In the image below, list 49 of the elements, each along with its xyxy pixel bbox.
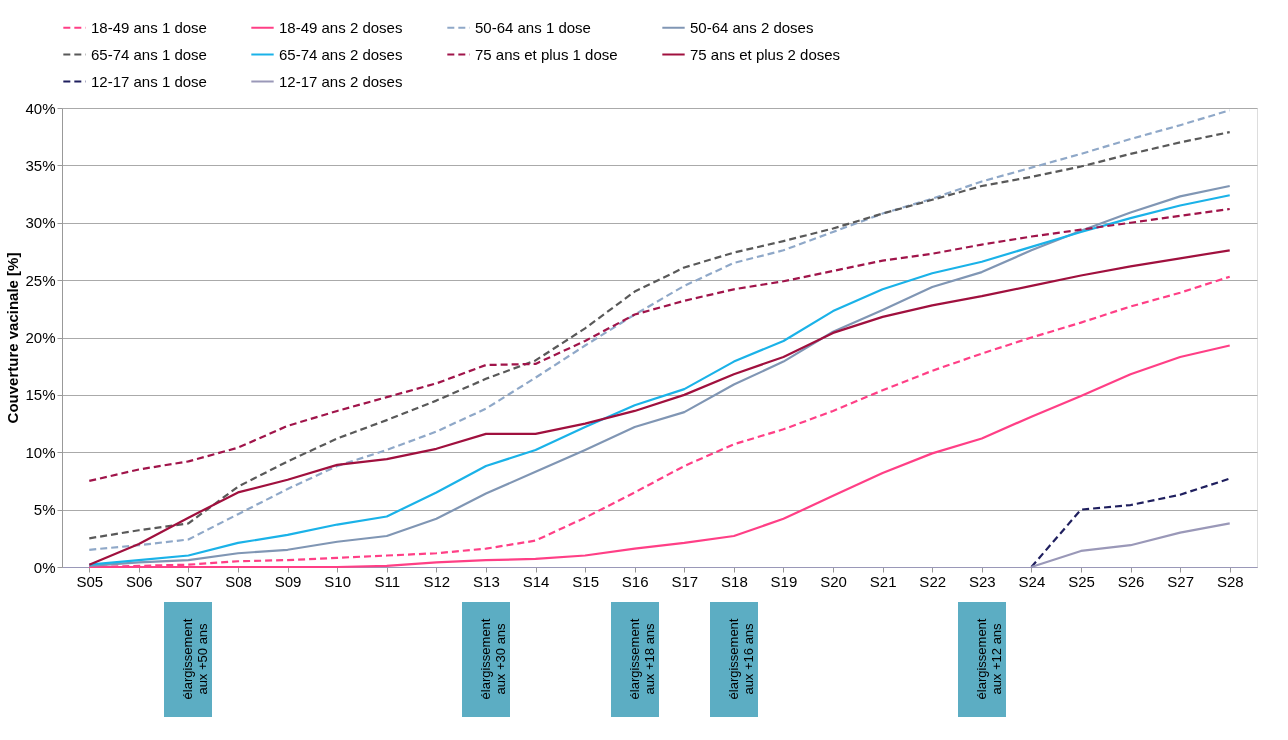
x-tick-label: S13 bbox=[473, 572, 500, 590]
x-tick-label: S12 bbox=[423, 572, 451, 590]
x-tick-label: S26 bbox=[1117, 572, 1145, 590]
y-tick-label: 25% bbox=[25, 271, 56, 289]
legend-label: 12-17 ans 2 doses bbox=[279, 72, 403, 90]
legend-label: 65-74 ans 1 dose bbox=[91, 45, 207, 63]
x-tick-label: S05 bbox=[76, 572, 104, 590]
legend-label: 12-17 ans 1 dose bbox=[91, 72, 207, 90]
x-tick-label: S18 bbox=[721, 572, 748, 590]
text: élargissement aux +12 ans bbox=[974, 618, 1004, 700]
x-tick-label: S22 bbox=[919, 572, 947, 590]
text: élargissement aux +18 ans bbox=[627, 618, 657, 700]
x-tick-label: S08 bbox=[225, 572, 252, 590]
x-tick-label: S24 bbox=[1018, 572, 1046, 590]
legend-label: 50-64 ans 2 doses bbox=[690, 18, 814, 36]
legend-label: 75 ans et plus 2 doses bbox=[690, 45, 841, 63]
x-tick-label: S21 bbox=[869, 572, 897, 590]
legend-label: 18-49 ans 1 dose bbox=[91, 18, 207, 36]
x-tick-label: S09 bbox=[274, 572, 302, 590]
text: élargissement aux +30 ans bbox=[478, 618, 508, 700]
y-tick-label: 30% bbox=[25, 214, 56, 232]
y-tick-label: 10% bbox=[25, 443, 56, 461]
x-tick-label: S07 bbox=[175, 572, 203, 590]
y-tick-label: 35% bbox=[25, 156, 56, 174]
x-tick-label: S25 bbox=[1068, 572, 1095, 590]
x-tick-label: S28 bbox=[1216, 572, 1244, 590]
legend-label: 18-49 ans 2 doses bbox=[279, 18, 403, 36]
x-tick-label: S14 bbox=[522, 572, 550, 590]
legend-label: 50-64 ans 1 dose bbox=[475, 18, 591, 36]
y-tick-label: 40% bbox=[25, 99, 56, 117]
x-tick-label: S15 bbox=[572, 572, 599, 590]
x-tick-label: S17 bbox=[671, 572, 699, 590]
legend-label: 75 ans et plus 1 dose bbox=[475, 45, 618, 63]
x-tick-label: S19 bbox=[770, 572, 798, 590]
x-tick-label: S27 bbox=[1167, 572, 1194, 590]
text: élargissement aux +50 ans bbox=[180, 618, 210, 700]
x-tick-label: S06 bbox=[126, 572, 153, 590]
legend-label: 65-74 ans 2 doses bbox=[279, 45, 403, 63]
y-tick-label: 15% bbox=[25, 386, 56, 404]
x-tick-label: S11 bbox=[374, 572, 401, 590]
y-tick-label: 0% bbox=[33, 558, 56, 576]
x-tick-label: S10 bbox=[324, 572, 352, 590]
y-tick-label: 5% bbox=[33, 501, 56, 519]
x-tick-label: S16 bbox=[621, 572, 649, 590]
x-tick-label: S23 bbox=[968, 572, 996, 590]
y-axis-title: Couverture vacinale [%] bbox=[4, 252, 22, 424]
x-tick-label: S20 bbox=[820, 572, 847, 590]
text: élargissement aux +16 ans bbox=[726, 618, 756, 700]
y-tick-label: 20% bbox=[25, 329, 56, 346]
